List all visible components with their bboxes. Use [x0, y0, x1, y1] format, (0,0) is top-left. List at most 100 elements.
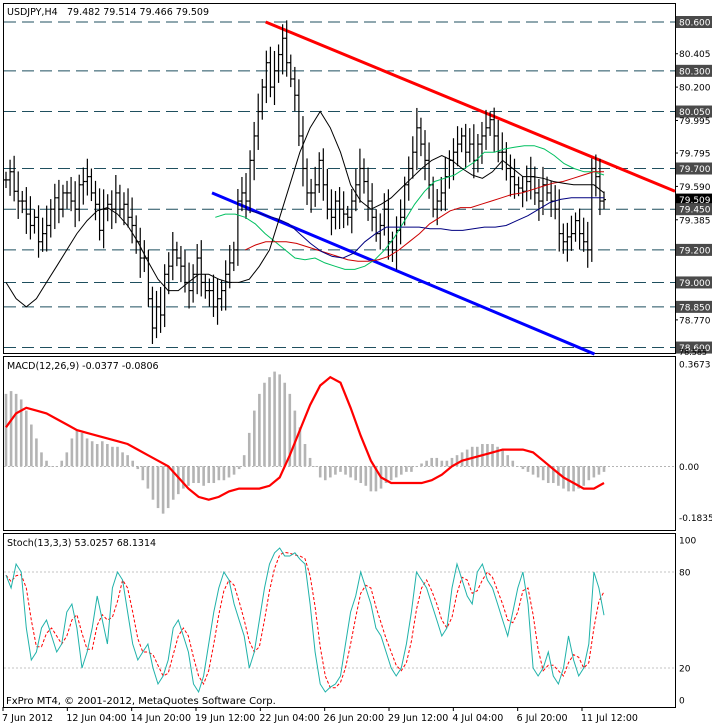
chart-symbol: USDJPY,H4: [7, 7, 58, 18]
macd-bar: [45, 460, 48, 467]
price-bar: [32, 209, 37, 234]
price-bar: [248, 150, 253, 214]
macd-bar: [263, 382, 266, 467]
macd-bar: [19, 399, 23, 467]
price-bar: [44, 205, 49, 252]
macd-bar: [14, 393, 18, 467]
level-label: 78.600: [679, 344, 711, 354]
macd-bar: [268, 377, 271, 467]
price-bar: [361, 158, 366, 194]
price-bar: [439, 176, 444, 212]
price-bar: [597, 158, 602, 216]
level-label-box: [676, 64, 712, 77]
level-label-box: [676, 300, 712, 313]
axis-tick-label: 78.770: [679, 316, 711, 326]
price-bar: [378, 213, 383, 250]
price-bar: [500, 132, 505, 171]
level-label: 78.850: [679, 303, 711, 313]
price-bar: [349, 189, 354, 234]
macd-bar: [197, 466, 200, 484]
macd-bar: [85, 438, 89, 467]
macd-bar: [582, 466, 586, 486]
price-bar: [158, 287, 163, 333]
macd-bar: [329, 466, 332, 478]
macd-bar: [100, 441, 104, 467]
price-bar: [536, 178, 541, 221]
price-bar: [223, 260, 228, 311]
price-bar: [256, 93, 261, 150]
price-bar: [296, 79, 301, 147]
price-bar: [325, 168, 330, 220]
price-bar: [150, 286, 155, 344]
x-axis-label: 14 Jun 20:00: [131, 713, 191, 724]
price-bar: [585, 221, 590, 268]
x-axis-label: 22 Jun 04:00: [259, 713, 319, 724]
price-bar: [93, 180, 98, 221]
price-bar: [48, 199, 53, 238]
ma-black-line: [5, 110, 605, 308]
price-bar: [284, 20, 289, 77]
macd-bar: [177, 466, 180, 495]
macd-bar: [40, 452, 43, 467]
price-bar: [20, 190, 25, 214]
price-bar: [459, 127, 464, 153]
price-bar: [386, 189, 391, 260]
macd-bar: [141, 466, 145, 481]
macd-bar: [430, 457, 433, 467]
level-label-box: [676, 243, 712, 256]
price-bar: [8, 159, 13, 196]
macd-bar: [546, 466, 550, 484]
macd-bar: [405, 466, 408, 472]
macd-bar: [531, 466, 535, 475]
level-label-box: [676, 203, 712, 216]
moving-averages: [5, 110, 605, 308]
price-bar: [589, 158, 594, 262]
price-bar: [300, 116, 305, 187]
macd-bar: [491, 444, 494, 467]
stoch-axis-label: 100: [679, 537, 696, 547]
axis-bottom-label: 78.585: [679, 348, 707, 357]
macd-bar: [410, 466, 413, 472]
macd-bar: [207, 466, 211, 484]
macd-bar: [182, 466, 185, 489]
price-bar: [138, 227, 143, 278]
price-bar: [337, 187, 342, 230]
macd-bar: [445, 460, 449, 467]
macd-bar: [541, 466, 545, 481]
price-bar: [130, 197, 135, 244]
macd-bar: [460, 452, 464, 467]
price-bar: [77, 174, 82, 222]
price-bar: [56, 179, 61, 224]
stoch-label: Stoch(13,3,3) 53.0257 68.1314: [7, 538, 156, 549]
macd-bar: [70, 438, 74, 467]
macd-bar: [303, 444, 307, 467]
level-label: 79.000: [679, 279, 711, 289]
macd-bar: [227, 466, 231, 478]
macd-bar: [50, 466, 53, 467]
macd-bar: [293, 410, 297, 467]
macd-bar: [334, 466, 337, 475]
macd-bar: [313, 466, 317, 467]
price-bar: [260, 78, 265, 120]
macd-bar: [308, 457, 312, 467]
price-bar: [488, 111, 493, 136]
price-bar: [410, 136, 415, 179]
macd-bar: [80, 432, 84, 467]
resistance-trendline: [265, 20, 676, 193]
macd-bar: [4, 393, 8, 467]
price-bar: [463, 123, 468, 169]
macd-axis-label: 0.3673: [679, 361, 711, 371]
support-trendline: [211, 191, 596, 356]
macd-bar: [146, 466, 150, 489]
macd-bar: [536, 466, 540, 478]
price-bar: [455, 126, 460, 167]
stoch-pane: [3, 533, 676, 708]
price-bar: [329, 189, 334, 236]
macd-bar: [384, 466, 388, 484]
macd-bar: [577, 466, 580, 489]
macd-bar: [192, 466, 195, 484]
price-bar: [154, 290, 159, 339]
ma-green-line: [215, 145, 605, 270]
price-bar: [69, 176, 74, 212]
ma-red-line: [244, 171, 604, 262]
